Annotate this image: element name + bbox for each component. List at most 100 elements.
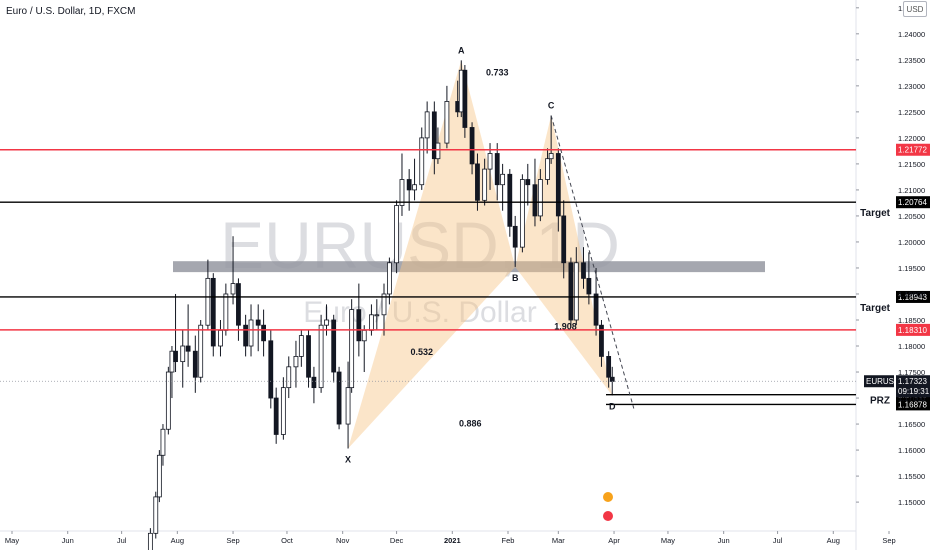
candle (218, 319, 223, 357)
currency-button[interactable]: USD (903, 1, 927, 17)
candle (444, 85, 450, 149)
pattern-label-d: D (609, 401, 616, 411)
y-tick-label: 1.21500 (898, 160, 925, 169)
level-tag (896, 323, 930, 336)
candle-body (419, 137, 425, 186)
candle (593, 267, 599, 336)
x-tick-label: Nov (336, 536, 350, 545)
candle (336, 366, 342, 430)
candle-body (424, 111, 430, 139)
y-tick-label: 1.21000 (898, 186, 925, 195)
y-tick-label: 1.16000 (898, 446, 925, 455)
event-icons (603, 492, 613, 521)
candle-body (336, 371, 342, 425)
x-tick-label: Sep (882, 536, 895, 545)
level-note: Target (860, 208, 890, 219)
candle-body (475, 163, 480, 201)
candle-body (273, 397, 279, 435)
resistance-zone (173, 261, 765, 273)
candle-body (548, 153, 554, 160)
candle-body (160, 428, 166, 456)
level-tag (896, 290, 930, 303)
x-tick-label: Jun (718, 536, 730, 545)
y-tick-label: 1.18500 (898, 316, 925, 325)
candle-body (444, 101, 450, 144)
candle (406, 169, 412, 211)
candle (318, 314, 324, 393)
x-tick-label: Jul (117, 536, 127, 545)
candle (345, 361, 351, 449)
candle-body (218, 330, 223, 347)
candle-body (268, 340, 274, 399)
candle (349, 299, 355, 393)
y-tick-label: 1.16500 (898, 420, 925, 429)
chart-title: Euro / U.S. Dollar, 1D, FXCM (6, 6, 136, 17)
x-tick-label: Mar (552, 536, 565, 545)
x-tick-label: Feb (502, 536, 515, 545)
candle (255, 304, 261, 352)
candle (599, 319, 604, 367)
candle (431, 101, 437, 175)
candle-body (286, 366, 292, 389)
candle-body (494, 153, 500, 186)
candle-body (255, 319, 261, 326)
candle-body (462, 69, 468, 128)
last-price-label: 1.17323 (898, 377, 927, 386)
candle (147, 528, 153, 550)
y-tick-label: 1.15000 (898, 498, 925, 507)
candle (412, 158, 417, 201)
candle-body (374, 314, 380, 317)
candle-body (593, 293, 599, 326)
candle-body (519, 179, 525, 248)
candle (210, 273, 216, 357)
candle-body (173, 350, 178, 363)
candle-body (345, 387, 351, 425)
candle (532, 158, 538, 227)
candle-body (198, 324, 204, 378)
y-tick-label: 1.23500 (898, 56, 925, 65)
y-tick-label: 1.19500 (898, 264, 925, 273)
candle (293, 340, 299, 388)
level-price-label: 1.20764 (898, 198, 927, 207)
candle (537, 169, 543, 222)
candle-body (545, 158, 550, 180)
candle-body (507, 173, 513, 227)
pattern-label-x: X (345, 455, 351, 465)
candle-body (210, 277, 216, 347)
candle-body (599, 324, 604, 357)
candle (243, 314, 249, 357)
candle-body (561, 215, 567, 264)
candle (160, 424, 166, 466)
candle (205, 259, 211, 331)
candle-body (482, 168, 488, 201)
last-price-tag (896, 375, 930, 398)
event-icon (603, 511, 613, 521)
y-tick-label: 1.23000 (898, 82, 925, 91)
x-tick-label: 2021 (444, 536, 461, 545)
candle-body (293, 356, 299, 368)
candle-body (532, 184, 538, 217)
level-tag (896, 196, 930, 209)
y-tick-label: 1.17000 (898, 394, 925, 403)
candle-body (412, 184, 417, 191)
candle-body (606, 356, 612, 378)
candle-body (555, 153, 561, 217)
candle (500, 163, 506, 211)
candle (273, 387, 279, 444)
x-tick-label: Oct (281, 536, 294, 545)
candle-body (306, 335, 311, 378)
candle-body (500, 173, 506, 186)
candle-body (609, 376, 615, 382)
candle-body (261, 324, 266, 342)
candle (435, 127, 441, 164)
candle (555, 148, 561, 232)
candle (573, 247, 579, 326)
candle (180, 330, 186, 388)
candle-body (573, 262, 579, 321)
candle (507, 169, 513, 237)
candle (192, 335, 198, 393)
candle-body (236, 283, 241, 326)
candle (545, 148, 550, 185)
candle (311, 366, 317, 404)
